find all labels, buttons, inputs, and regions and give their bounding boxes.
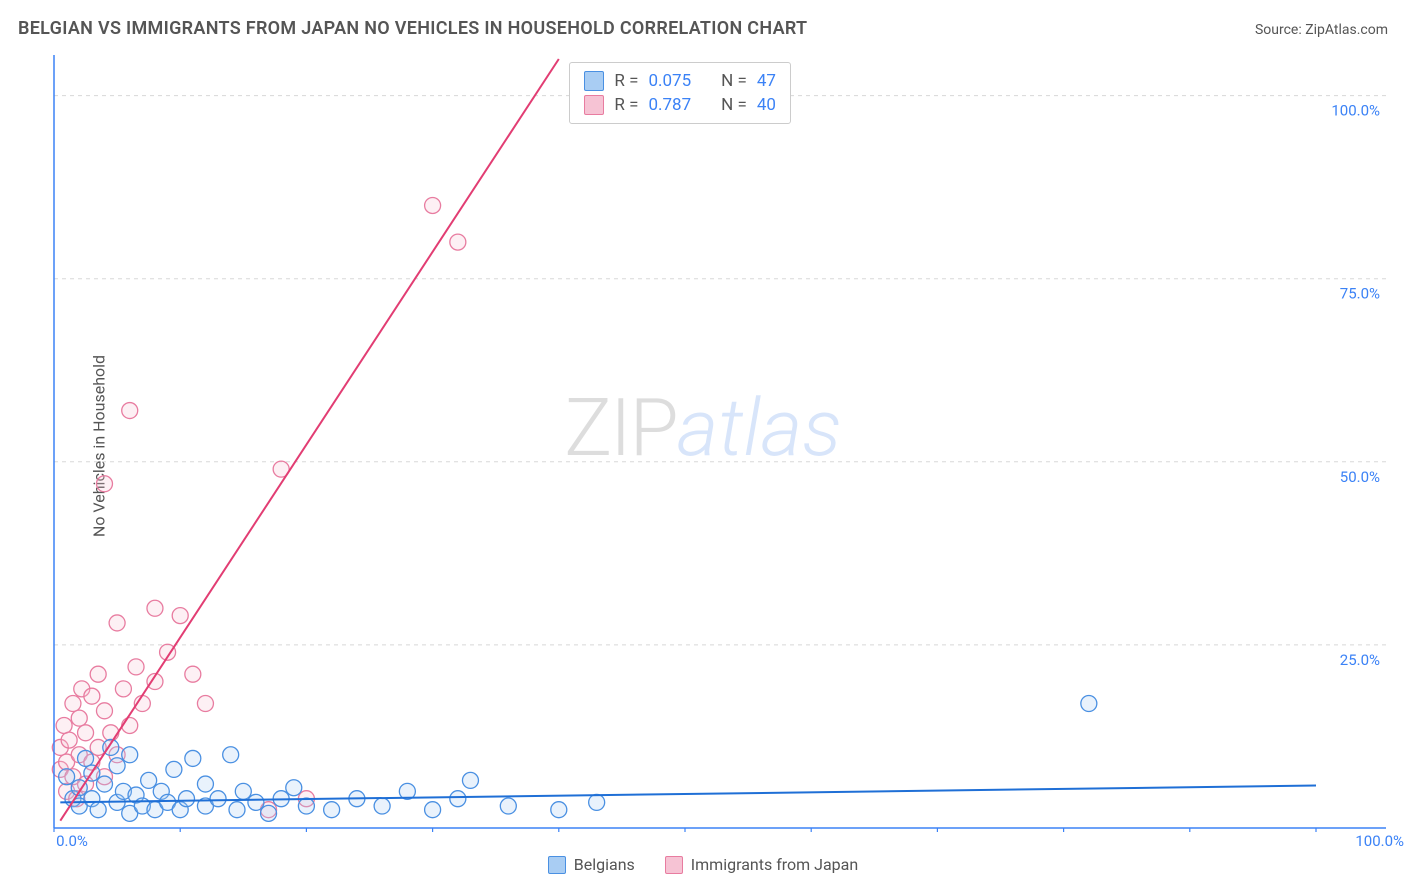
legend-bottom: Belgians Immigrants from Japan (0, 855, 1406, 874)
n-label: N = (721, 95, 747, 115)
legend-item: Belgians (548, 855, 635, 874)
svg-text:100.0%: 100.0% (1331, 102, 1380, 120)
r-value: 0.787 (648, 95, 691, 115)
r-label: R = (614, 71, 638, 91)
plot-area: 25.0% 50.0% 75.0% 100.0% (50, 55, 1386, 832)
stats-swatch (584, 95, 604, 115)
x-tick-100: 100.0% (1355, 832, 1404, 850)
svg-text:75.0%: 75.0% (1340, 285, 1380, 303)
legend-swatch (665, 856, 683, 874)
n-value: 40 (757, 95, 776, 115)
svg-text:50.0%: 50.0% (1340, 468, 1380, 486)
r-value: 0.075 (648, 71, 691, 91)
x-axis-tick-labels: 0.0%100.0% (50, 832, 1386, 852)
correlation-stats-box: R = 0.075 N = 47 R = 0.787 N = 40 (569, 62, 791, 124)
source-attribution: Source: ZipAtlas.com (1255, 22, 1388, 38)
stats-swatch (584, 71, 604, 91)
r-label: R = (614, 95, 638, 115)
legend-label: Belgians (574, 855, 635, 874)
source-value: ZipAtlas.com (1305, 22, 1388, 38)
stats-row: R = 0.075 N = 47 (584, 69, 776, 93)
chart-header: BELGIAN VS IMMIGRANTS FROM JAPAN NO VEHI… (18, 18, 1388, 39)
legend-item: Immigrants from Japan (665, 855, 858, 874)
scatter-chart-svg: 25.0% 50.0% 75.0% 100.0% (50, 55, 1386, 832)
legend-swatch (548, 856, 566, 874)
svg-text:25.0%: 25.0% (1340, 651, 1380, 669)
chart-title: BELGIAN VS IMMIGRANTS FROM JAPAN NO VEHI… (18, 18, 807, 39)
source-label: Source: (1255, 22, 1302, 38)
x-tick-0: 0.0% (56, 832, 88, 850)
legend-label: Immigrants from Japan (691, 855, 858, 874)
n-label: N = (721, 71, 747, 91)
n-value: 47 (757, 71, 776, 91)
stats-row: R = 0.787 N = 40 (584, 93, 776, 117)
